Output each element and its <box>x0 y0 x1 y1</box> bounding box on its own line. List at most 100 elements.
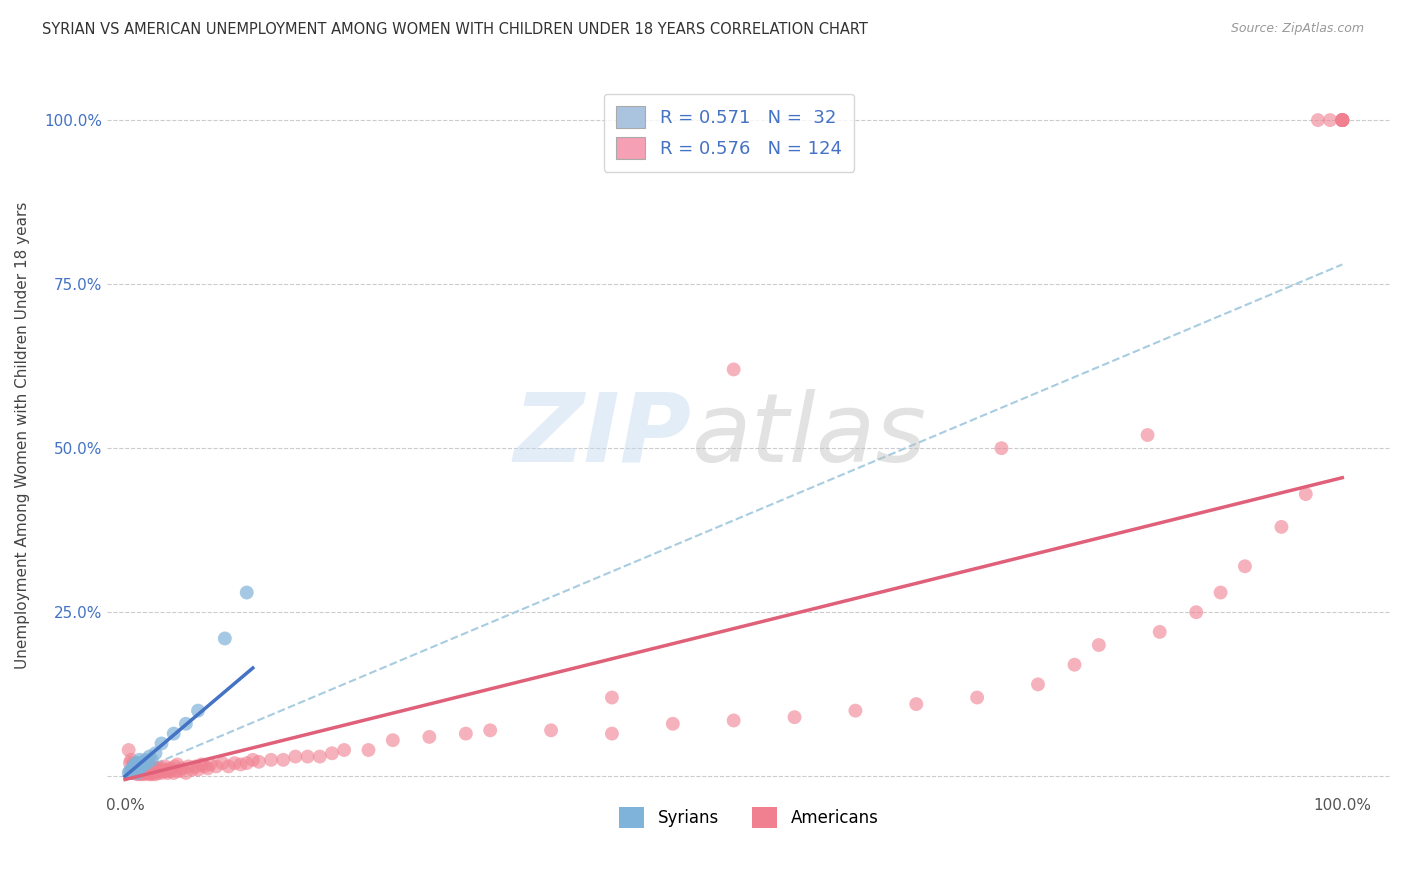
Point <box>1331 113 1354 128</box>
Point <box>214 632 236 646</box>
Point <box>662 716 685 731</box>
Point <box>1295 487 1317 501</box>
Point <box>145 761 167 775</box>
Point <box>418 730 440 744</box>
Point <box>163 759 186 773</box>
Point <box>454 726 477 740</box>
Point <box>1319 113 1341 128</box>
Point <box>1331 113 1354 128</box>
Point <box>1136 428 1159 442</box>
Point <box>139 766 162 780</box>
Point <box>150 766 173 780</box>
Point <box>148 761 170 775</box>
Point <box>149 764 172 778</box>
Point <box>242 753 264 767</box>
Point <box>145 767 167 781</box>
Point <box>142 766 165 780</box>
Point <box>127 763 149 777</box>
Point <box>193 759 215 773</box>
Point <box>1270 520 1292 534</box>
Point <box>723 362 745 376</box>
Point <box>138 767 160 781</box>
Point <box>134 766 156 780</box>
Point <box>131 766 153 780</box>
Point <box>135 765 157 780</box>
Point <box>128 763 150 777</box>
Point <box>783 710 806 724</box>
Point <box>321 746 343 760</box>
Point <box>124 757 146 772</box>
Point <box>479 723 502 738</box>
Point <box>124 764 146 778</box>
Point <box>177 759 200 773</box>
Point <box>1331 113 1354 128</box>
Point <box>153 759 176 773</box>
Point <box>120 766 142 780</box>
Text: atlas: atlas <box>692 389 927 482</box>
Text: Source: ZipAtlas.com: Source: ZipAtlas.com <box>1230 22 1364 36</box>
Point <box>143 764 166 778</box>
Point <box>127 759 149 773</box>
Point <box>1331 113 1354 128</box>
Point <box>136 766 159 780</box>
Point <box>235 585 257 599</box>
Point <box>1331 113 1354 128</box>
Point <box>135 757 157 772</box>
Point <box>163 726 186 740</box>
Point <box>127 766 149 780</box>
Point <box>966 690 988 705</box>
Point <box>153 764 176 778</box>
Point <box>205 759 228 773</box>
Point <box>357 743 380 757</box>
Point <box>118 756 141 771</box>
Point <box>181 763 204 777</box>
Point <box>131 756 153 771</box>
Point <box>284 749 307 764</box>
Point <box>128 767 150 781</box>
Point <box>1331 113 1354 128</box>
Point <box>155 764 177 778</box>
Point <box>297 749 319 764</box>
Point <box>150 736 173 750</box>
Point <box>134 759 156 773</box>
Point <box>138 749 160 764</box>
Point <box>218 759 240 773</box>
Point <box>146 766 169 780</box>
Point <box>135 766 157 780</box>
Point <box>271 753 294 767</box>
Point <box>125 756 148 771</box>
Point <box>905 697 928 711</box>
Text: SYRIAN VS AMERICAN UNEMPLOYMENT AMONG WOMEN WITH CHILDREN UNDER 18 YEARS CORRELA: SYRIAN VS AMERICAN UNEMPLOYMENT AMONG WO… <box>42 22 868 37</box>
Text: ZIP: ZIP <box>513 389 692 482</box>
Point <box>138 763 160 777</box>
Point <box>540 723 562 738</box>
Point <box>174 766 197 780</box>
Point <box>135 759 157 773</box>
Point <box>165 764 187 778</box>
Point <box>122 759 145 773</box>
Point <box>127 759 149 773</box>
Point <box>135 756 157 771</box>
Point <box>145 764 167 778</box>
Point <box>122 766 145 780</box>
Point <box>184 759 207 773</box>
Point <box>128 753 150 767</box>
Point <box>1233 559 1256 574</box>
Point <box>118 766 141 780</box>
Point <box>127 767 149 781</box>
Point <box>125 763 148 777</box>
Point <box>136 761 159 775</box>
Point <box>1209 585 1232 599</box>
Point <box>138 757 160 772</box>
Point <box>187 704 209 718</box>
Point <box>723 714 745 728</box>
Point <box>141 767 163 781</box>
Point <box>1185 605 1208 619</box>
Point <box>174 716 197 731</box>
Point <box>1088 638 1111 652</box>
Point <box>1026 677 1049 691</box>
Point <box>124 764 146 778</box>
Point <box>190 757 212 772</box>
Point <box>247 755 270 769</box>
Point <box>125 759 148 773</box>
